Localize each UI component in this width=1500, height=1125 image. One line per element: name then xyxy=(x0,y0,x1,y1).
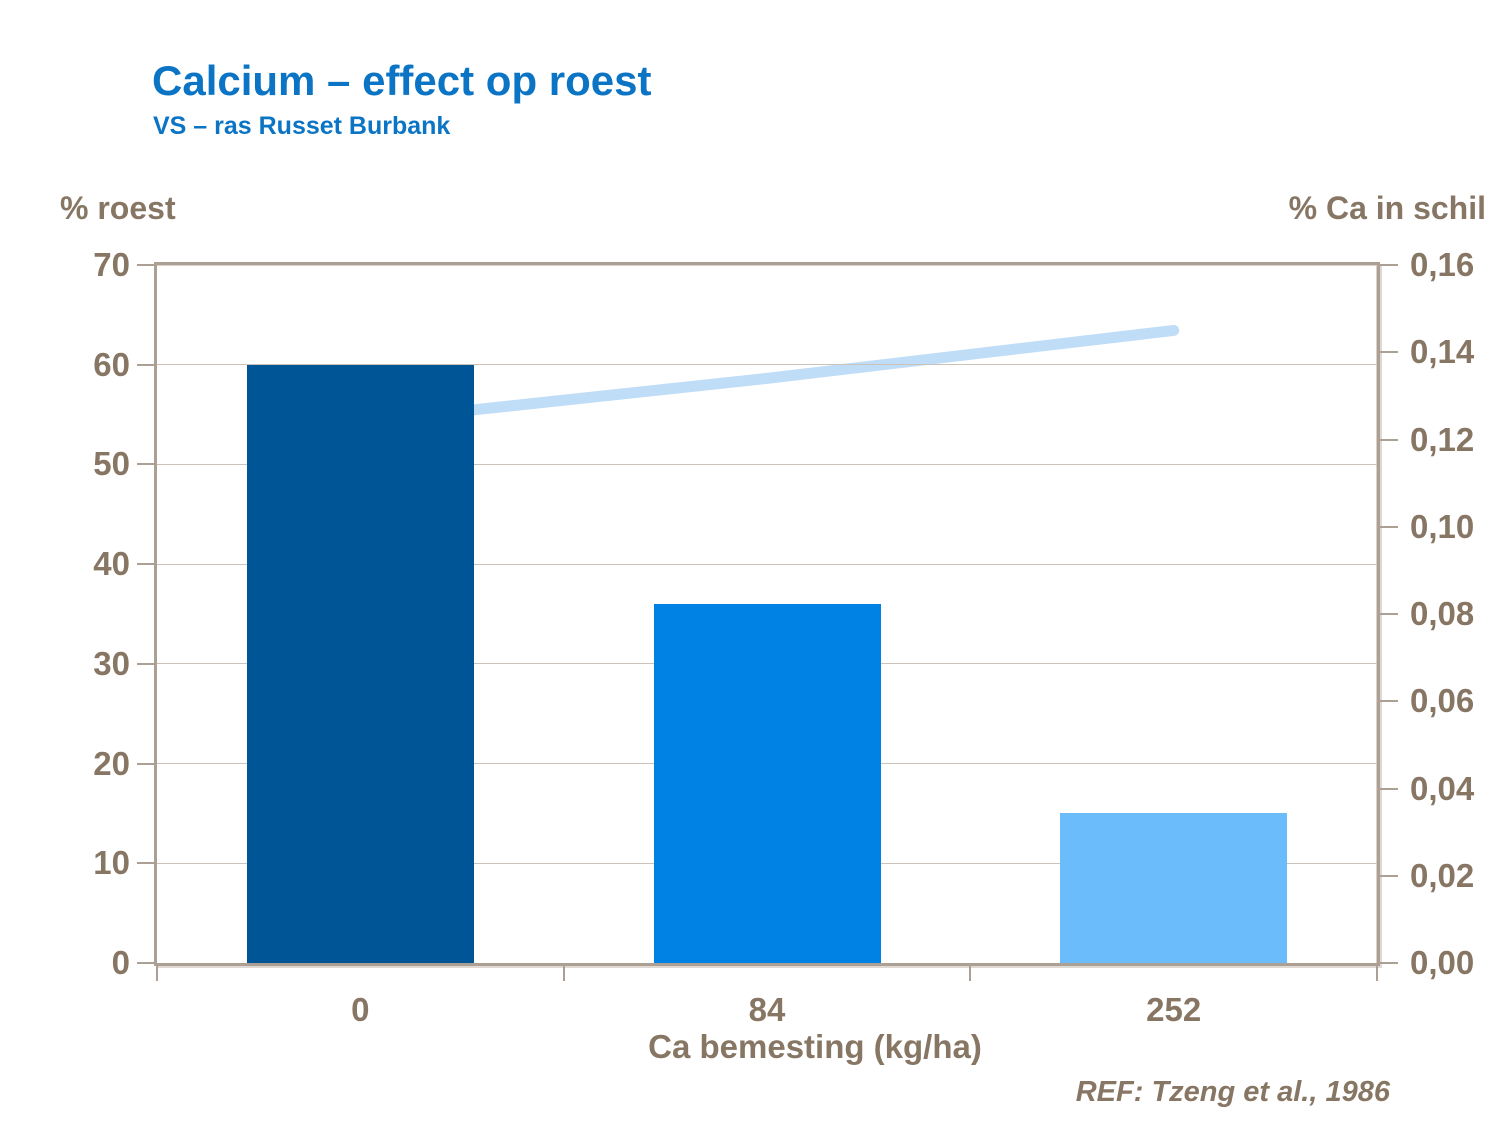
left-tick-label: 30 xyxy=(93,644,130,682)
plot-area xyxy=(154,262,1380,966)
right-tick-mark xyxy=(1380,700,1398,703)
x-tick-label: 0 xyxy=(351,991,370,1028)
right-axis-caption: % Ca in schil xyxy=(1288,190,1486,226)
right-tick-label: 0,06 xyxy=(1410,682,1475,720)
right-tick-mark xyxy=(1380,525,1398,528)
ca-line-layer xyxy=(354,324,1180,428)
right-tick-mark xyxy=(1380,438,1398,441)
right-tick-mark xyxy=(1380,613,1398,615)
right-tick-mark xyxy=(1380,874,1398,877)
left-tick-mark xyxy=(137,862,155,865)
gridline xyxy=(157,563,1377,565)
right-tick-label: 0,12 xyxy=(1410,420,1475,458)
bar-252 xyxy=(1060,813,1288,963)
x-tick-mark xyxy=(156,966,158,981)
x-tick-mark xyxy=(1376,966,1378,981)
left-tick-mark xyxy=(137,463,155,466)
gridline xyxy=(157,463,1377,465)
x-tick-mark xyxy=(969,966,972,981)
x-tick-label: 252 xyxy=(1146,991,1202,1028)
right-tick-label: 0,14 xyxy=(1410,333,1475,371)
x-axis-title: Ca bemesting (kg/ha) xyxy=(648,1028,982,1065)
left-tick-mark xyxy=(137,363,155,366)
left-tick-label: 40 xyxy=(93,545,130,583)
right-tick-label: 0,00 xyxy=(1410,944,1475,981)
left-axis-caption: % roest xyxy=(60,190,176,226)
right-tick-mark xyxy=(1380,351,1398,354)
slide-subtitle: VS – ras Russet Burbank xyxy=(153,112,451,140)
left-tick-label: 10 xyxy=(93,844,130,882)
left-tick-label: 70 xyxy=(93,246,130,283)
left-tick-label: 20 xyxy=(93,744,130,782)
x-tick-mark xyxy=(562,966,565,981)
left-tick-mark xyxy=(137,762,155,765)
left-tick-mark xyxy=(137,662,155,665)
left-tick-mark xyxy=(137,563,155,566)
right-tick-label: 0,16 xyxy=(1410,246,1475,283)
left-tick-label: 60 xyxy=(93,345,130,383)
right-tick-mark xyxy=(1380,264,1398,266)
right-tick-label: 0,08 xyxy=(1410,595,1475,632)
ca-line xyxy=(354,324,1180,428)
slide-title: Calcium – effect op roest xyxy=(152,57,652,104)
right-tick-label: 0,02 xyxy=(1410,856,1475,894)
right-tick-label: 0,10 xyxy=(1410,507,1475,545)
gridline xyxy=(157,364,1377,366)
left-tick-mark xyxy=(137,962,155,964)
bar-0 xyxy=(246,364,474,963)
reference-text: REF: Tzeng et al., 1986 xyxy=(1075,1076,1390,1108)
left-tick-mark xyxy=(137,264,155,266)
left-tick-label: 50 xyxy=(93,445,130,483)
right-tick-label: 0,04 xyxy=(1410,769,1475,807)
bar-84 xyxy=(653,604,881,963)
left-tick-label: 0 xyxy=(111,944,130,981)
right-tick-mark xyxy=(1380,962,1398,964)
right-tick-mark xyxy=(1380,787,1398,790)
x-tick-label: 84 xyxy=(748,991,786,1028)
